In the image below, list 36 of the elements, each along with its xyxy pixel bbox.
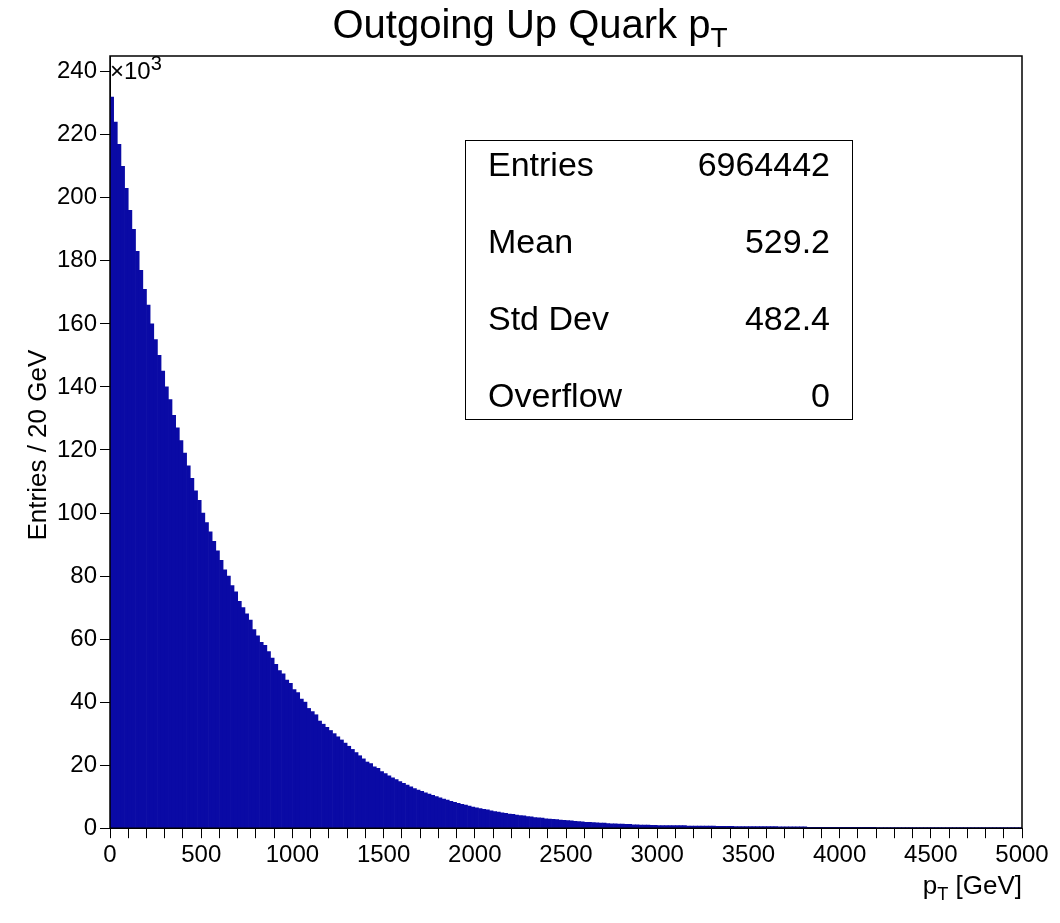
- x-tick-label: 4000: [812, 840, 867, 868]
- x-tick-label: 1000: [265, 840, 320, 868]
- x-tick-label: 3500: [721, 840, 776, 868]
- annotation: 482.4: [743, 299, 830, 338]
- x-tick-label: 5000: [995, 840, 1049, 868]
- y-tick-label: 160: [56, 308, 97, 336]
- annotation: Std Dev: [488, 299, 610, 338]
- annotation: Overflow: [488, 376, 624, 415]
- y-tick-label: 140: [56, 371, 97, 399]
- x-tick-label: 1500: [356, 840, 411, 868]
- x-tick-label: 4500: [904, 840, 958, 868]
- y-tick-label: 40: [70, 686, 97, 714]
- y-tick-label: 220: [56, 119, 97, 147]
- x-tick-label: 3000: [630, 840, 684, 868]
- y-axis-title: Entries / 20 GeV: [22, 349, 53, 540]
- annotation: 6964442: [697, 145, 830, 184]
- x-axis-title: p$_{T}$ [GeV]: [922, 870, 1022, 906]
- x-tick-label: 2500: [539, 840, 593, 868]
- annotation: 0: [810, 376, 830, 415]
- y-tick-label: 80: [70, 560, 97, 588]
- x-tick-label: 0: [103, 840, 117, 868]
- y-tick-label: 240: [56, 56, 97, 84]
- x-tick-label: 2000: [448, 840, 502, 868]
- y-tick-label: 60: [70, 623, 97, 651]
- annotation: ×10$^{3}$: [110, 52, 162, 85]
- annotation: 529.2: [743, 222, 830, 261]
- y-tick-label: 180: [56, 245, 97, 273]
- y-tick-label: 120: [56, 434, 97, 462]
- y-tick-label: 200: [56, 182, 97, 210]
- y-tick-label: 0: [83, 812, 97, 840]
- annotation: Entries: [488, 145, 595, 184]
- chart-title: Outgoing Up Quark p$_{T}$: [332, 2, 728, 53]
- annotation: Mean: [488, 222, 575, 261]
- x-tick-label: 500: [181, 840, 222, 868]
- y-tick-label: 100: [56, 497, 97, 525]
- y-tick-label: 20: [70, 749, 97, 777]
